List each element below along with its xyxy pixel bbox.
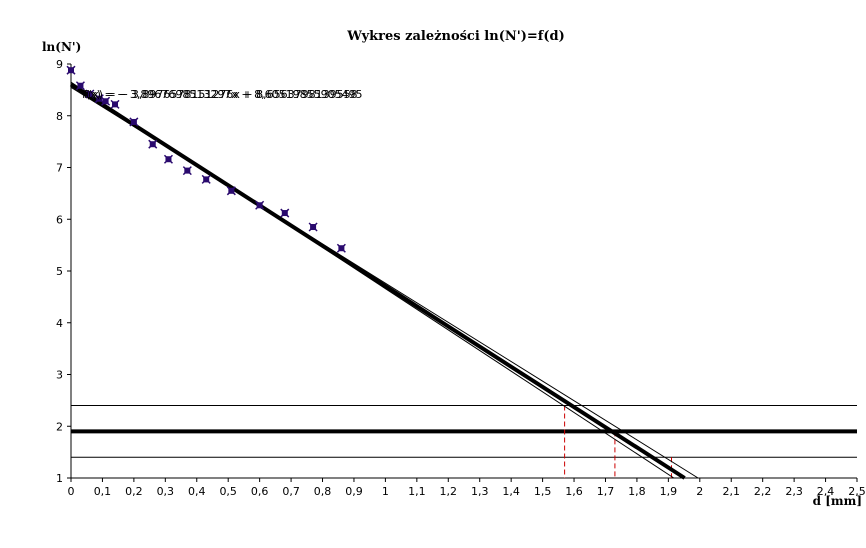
data-point — [94, 94, 104, 104]
data-points — [66, 65, 346, 253]
axes — [70, 64, 857, 479]
fit-line — [69, 82, 686, 480]
data-point — [110, 99, 120, 109]
x-tick-label: 2,5 — [848, 485, 866, 498]
x-tick-label: 1,4 — [502, 485, 520, 498]
data-point-cross — [66, 65, 76, 75]
data-point — [85, 89, 95, 99]
data-point — [75, 81, 85, 91]
x-tick-label: 0 — [68, 485, 75, 498]
x-tick-label: 1,9 — [660, 485, 678, 498]
data-point-cross — [75, 81, 85, 91]
data-point — [201, 174, 211, 184]
data-point-cross — [182, 166, 192, 176]
x-tick-label: 2,4 — [817, 485, 835, 498]
y-tick-label: 6 — [56, 213, 63, 226]
x-tick-label: 2,2 — [754, 485, 772, 498]
x-tick-label: 0,9 — [345, 485, 363, 498]
fit-lines — [69, 81, 699, 480]
y-tick-label: 4 — [56, 317, 63, 330]
data-point — [163, 154, 173, 164]
x-tick-label: 1,2 — [440, 485, 458, 498]
x-tick-label: 0,8 — [314, 485, 332, 498]
x-tick-label: 1,7 — [597, 485, 615, 498]
x-tick-label: 1,6 — [565, 485, 583, 498]
x-tick-label: 1,5 — [534, 485, 552, 498]
x-tick-label: 0,1 — [94, 485, 112, 498]
data-point-cross — [201, 174, 211, 184]
data-point-cross — [94, 94, 104, 104]
x-tick-label: 2,1 — [722, 485, 740, 498]
y-tick-label: 2 — [56, 420, 63, 433]
data-point-cross — [163, 154, 173, 164]
y-ticks: 1 2 3 4 5 6 7 8 9 — [56, 58, 71, 485]
y-tick-label: 1 — [56, 472, 63, 485]
data-point-cross — [148, 139, 158, 149]
data-point-cross — [101, 96, 111, 106]
data-point-cross — [280, 208, 290, 218]
data-point-cross — [308, 222, 318, 232]
data-point — [308, 222, 318, 232]
x-tick-label: 2 — [696, 485, 703, 498]
x-tick-label: 0,4 — [188, 485, 206, 498]
x-tick-label: 1,1 — [408, 485, 426, 498]
data-point — [66, 65, 76, 75]
x-tick-label: 2,3 — [785, 485, 803, 498]
fit-equation-label-overlay: f(x) = − 3,8976578151276x + 8,6563798139… — [84, 88, 358, 101]
data-point — [336, 243, 346, 253]
x-tick-label: 0,6 — [251, 485, 269, 498]
y-tick-label: 9 — [56, 58, 63, 71]
x-tick-label: 1,8 — [628, 485, 646, 498]
data-point — [101, 96, 111, 106]
data-point-cross — [129, 117, 139, 127]
y-axis-label: ln(N') — [42, 40, 81, 54]
data-point-cross — [110, 99, 120, 109]
data-point-cross — [336, 243, 346, 253]
chart-title: Wykres zależności ln(N')=f(d) — [346, 29, 565, 44]
x-tick-label: 1 — [382, 485, 389, 498]
data-point-cross — [226, 186, 236, 196]
y-tick-label: 8 — [56, 110, 63, 123]
x-tick-label: 0,5 — [219, 485, 237, 498]
data-point — [255, 200, 265, 210]
fit-equation-label: f(x) = − 3,8967698513297x + 8,6051985590… — [82, 88, 363, 101]
x-tick-label: 0,2 — [125, 485, 143, 498]
x-tick-label: 0,7 — [282, 485, 300, 498]
data-point — [280, 208, 290, 218]
reference-lines — [71, 405, 857, 458]
data-point — [148, 139, 158, 149]
data-point-cross — [255, 200, 265, 210]
x-axis-label: d [mm] — [813, 494, 862, 508]
data-point — [182, 166, 192, 176]
data-point — [226, 186, 236, 196]
x-tick-label: 1,3 — [471, 485, 489, 498]
y-tick-label: 3 — [56, 369, 63, 382]
data-point-cross — [85, 89, 95, 99]
y-tick-label: 7 — [56, 162, 63, 175]
x-ticks: 0 0,1 0,2 0,3 0,4 0,5 0,6 0,7 0,8 0,9 1 1,1 1,2 1,3 1,… — [68, 478, 866, 498]
x-tick-label: 0,3 — [157, 485, 175, 498]
data-point — [129, 117, 139, 127]
y-tick-label: 5 — [56, 265, 63, 278]
